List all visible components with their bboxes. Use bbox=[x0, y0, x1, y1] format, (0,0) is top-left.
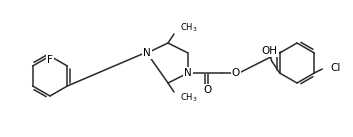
Text: CH$_3$: CH$_3$ bbox=[180, 22, 198, 34]
Text: N: N bbox=[143, 48, 151, 58]
Text: CH$_3$: CH$_3$ bbox=[180, 92, 198, 104]
Text: F: F bbox=[47, 55, 53, 65]
Text: OH: OH bbox=[262, 46, 278, 56]
Text: O: O bbox=[232, 68, 240, 78]
Text: Cl: Cl bbox=[330, 63, 341, 73]
Text: O: O bbox=[203, 85, 211, 95]
Text: N: N bbox=[184, 68, 192, 78]
